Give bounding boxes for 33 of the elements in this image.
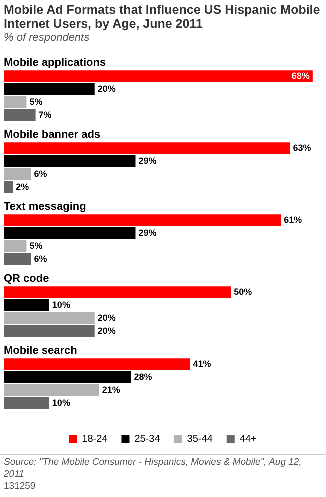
data-label: 10%	[52, 300, 70, 310]
y-tick-label: Text messaging	[4, 201, 86, 214]
data-label: 5%	[30, 96, 43, 107]
chart-subtitle: % of respondents	[3, 31, 91, 46]
legend-label: 25-34	[134, 434, 161, 445]
data-label: 41%	[193, 359, 212, 370]
legend-label: 44+	[240, 434, 258, 445]
legend-label: 35-44	[187, 434, 214, 445]
data-label: 10%	[52, 398, 70, 408]
data-label: 6%	[34, 254, 48, 264]
data-label: 50%	[234, 287, 252, 298]
y-tick-label: QR code	[4, 273, 50, 286]
data-label: 68%	[292, 71, 310, 82]
chart-title: Mobile Ad Formats that Influence US Hispanic Mobile Internet Users, by Age, June 2011	[3, 2, 322, 31]
y-tick-label: Mobile search	[4, 345, 78, 358]
data-label: 29%	[138, 228, 157, 238]
data-label: 21%	[102, 384, 120, 395]
text: 131259	[4, 481, 37, 493]
data-label: 2%	[16, 182, 30, 192]
data-label: 7%	[38, 110, 52, 120]
data-label: 63%	[293, 143, 312, 154]
data-label: 5%	[30, 240, 43, 251]
y-tick-label: Mobile applications	[4, 57, 106, 70]
data-label: 6%	[34, 168, 48, 179]
legend-label: 18-24	[82, 434, 108, 445]
data-label: 20%	[98, 326, 116, 336]
data-label: 61%	[284, 215, 302, 226]
source-note: Source: "The Mobile Consumer - Hispanics, Movies & Mobile", Aug 12, 2011	[4, 457, 303, 481]
data-label: 20%	[98, 312, 116, 323]
data-label: 20%	[98, 84, 116, 94]
y-tick-label: Mobile banner ads	[4, 129, 101, 142]
data-label: 28%	[134, 372, 152, 382]
data-label: 29%	[138, 156, 157, 166]
